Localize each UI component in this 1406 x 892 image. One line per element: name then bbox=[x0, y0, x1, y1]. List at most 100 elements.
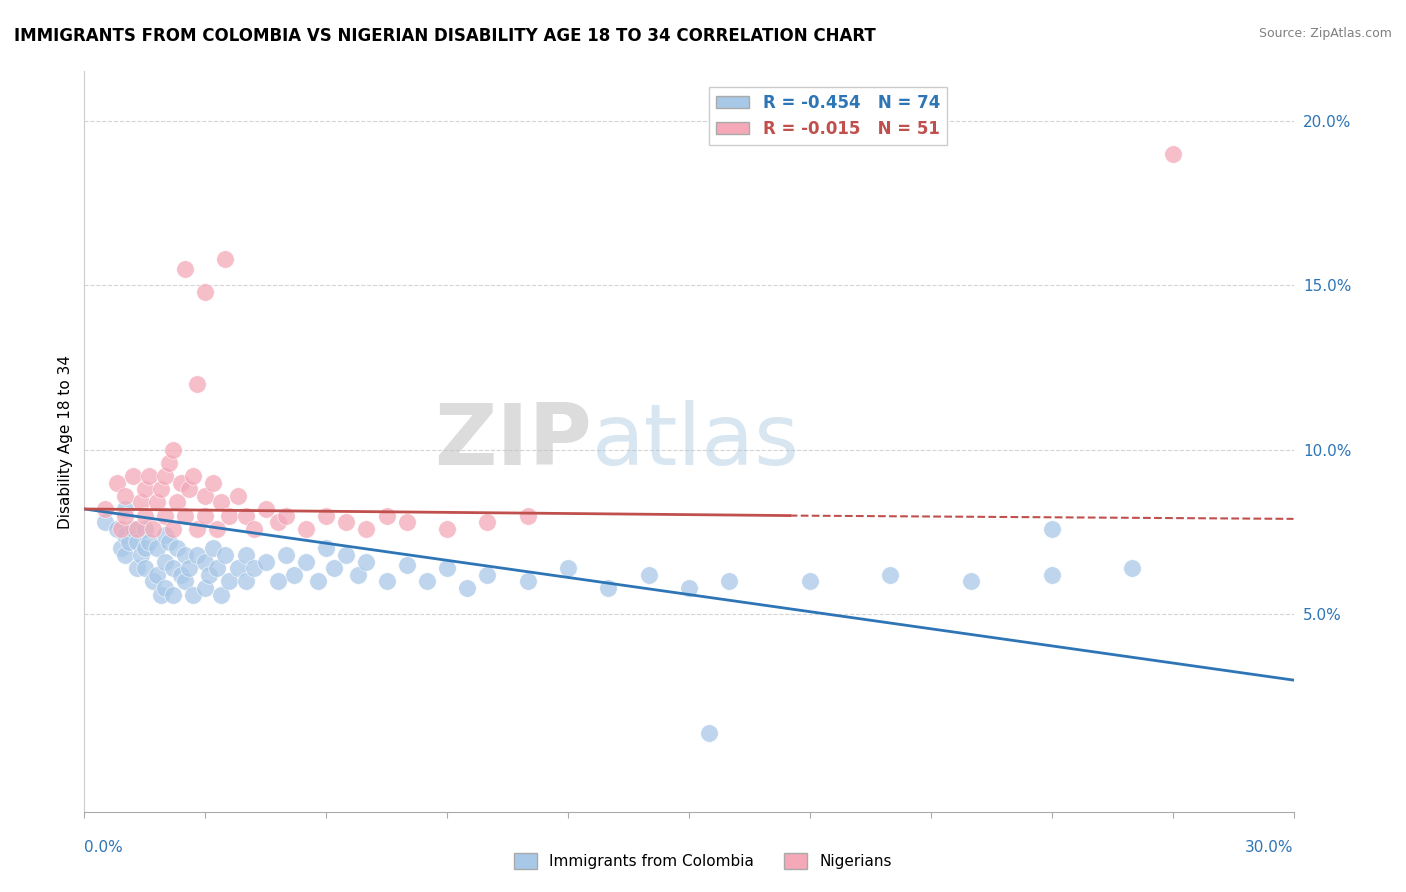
Point bbox=[356, 555, 378, 569]
Point bbox=[295, 522, 318, 536]
Point bbox=[202, 475, 225, 490]
Point bbox=[274, 508, 297, 523]
Point bbox=[207, 522, 229, 536]
Point bbox=[315, 508, 337, 523]
Text: ZIP: ZIP bbox=[434, 400, 592, 483]
Point bbox=[125, 535, 148, 549]
Point bbox=[142, 522, 165, 536]
Point bbox=[254, 555, 277, 569]
Point bbox=[194, 489, 217, 503]
Point bbox=[207, 561, 229, 575]
Text: IMMIGRANTS FROM COLOMBIA VS NIGERIAN DISABILITY AGE 18 TO 34 CORRELATION CHART: IMMIGRANTS FROM COLOMBIA VS NIGERIAN DIS… bbox=[14, 27, 876, 45]
Point bbox=[181, 588, 204, 602]
Point bbox=[162, 561, 184, 575]
Text: Source: ZipAtlas.com: Source: ZipAtlas.com bbox=[1258, 27, 1392, 40]
Point bbox=[235, 508, 257, 523]
Point bbox=[146, 541, 169, 556]
Point bbox=[356, 522, 378, 536]
Point bbox=[153, 508, 176, 523]
Point bbox=[186, 376, 208, 391]
Point bbox=[134, 482, 156, 496]
Point bbox=[516, 508, 538, 523]
Point bbox=[125, 522, 148, 536]
Point bbox=[315, 541, 337, 556]
Point bbox=[134, 561, 156, 575]
Point bbox=[678, 581, 700, 595]
Point bbox=[162, 522, 184, 536]
Point bbox=[395, 515, 418, 529]
Point bbox=[170, 475, 193, 490]
Point bbox=[170, 567, 193, 582]
Point bbox=[214, 252, 236, 266]
Point bbox=[1040, 567, 1063, 582]
Point bbox=[347, 567, 370, 582]
Point bbox=[335, 548, 357, 562]
Point bbox=[179, 482, 201, 496]
Point bbox=[114, 528, 136, 542]
Legend: Immigrants from Colombia, Nigerians: Immigrants from Colombia, Nigerians bbox=[508, 847, 898, 875]
Point bbox=[218, 508, 240, 523]
Point bbox=[114, 489, 136, 503]
Point bbox=[307, 574, 329, 589]
Point bbox=[194, 581, 217, 595]
Point bbox=[142, 574, 165, 589]
Point bbox=[93, 515, 115, 529]
Point bbox=[202, 541, 225, 556]
Point bbox=[1161, 146, 1184, 161]
Point bbox=[477, 515, 499, 529]
Point bbox=[174, 574, 197, 589]
Point bbox=[267, 515, 290, 529]
Point bbox=[174, 261, 197, 276]
Point bbox=[879, 567, 901, 582]
Point bbox=[105, 475, 128, 490]
Point bbox=[149, 588, 172, 602]
Point bbox=[198, 567, 221, 582]
Point bbox=[121, 469, 143, 483]
Point bbox=[209, 588, 232, 602]
Point bbox=[174, 508, 197, 523]
Text: atlas: atlas bbox=[592, 400, 800, 483]
Point bbox=[637, 567, 659, 582]
Point bbox=[267, 574, 290, 589]
Point bbox=[146, 495, 169, 509]
Point bbox=[295, 555, 318, 569]
Point bbox=[218, 574, 240, 589]
Point bbox=[174, 548, 197, 562]
Point bbox=[323, 561, 346, 575]
Point bbox=[93, 502, 115, 516]
Point bbox=[118, 535, 141, 549]
Legend: R = -0.454   N = 74, R = -0.015   N = 51: R = -0.454 N = 74, R = -0.015 N = 51 bbox=[709, 87, 946, 145]
Point bbox=[129, 548, 152, 562]
Point bbox=[114, 502, 136, 516]
Point bbox=[960, 574, 983, 589]
Point bbox=[416, 574, 439, 589]
Point bbox=[436, 561, 458, 575]
Point bbox=[129, 495, 152, 509]
Point bbox=[335, 515, 357, 529]
Point bbox=[181, 469, 204, 483]
Point bbox=[186, 522, 208, 536]
Point bbox=[283, 567, 305, 582]
Point bbox=[235, 548, 257, 562]
Point bbox=[477, 567, 499, 582]
Point bbox=[226, 561, 249, 575]
Point bbox=[395, 558, 418, 572]
Point bbox=[114, 508, 136, 523]
Point bbox=[242, 561, 264, 575]
Point bbox=[134, 508, 156, 523]
Point bbox=[697, 725, 720, 739]
Point bbox=[194, 555, 217, 569]
Point bbox=[375, 574, 398, 589]
Point bbox=[598, 581, 620, 595]
Y-axis label: Disability Age 18 to 34: Disability Age 18 to 34 bbox=[58, 354, 73, 529]
Point bbox=[242, 522, 264, 536]
Point bbox=[1040, 522, 1063, 536]
Point bbox=[146, 567, 169, 582]
Point bbox=[214, 548, 236, 562]
Point bbox=[138, 535, 160, 549]
Point bbox=[121, 522, 143, 536]
Point bbox=[557, 561, 579, 575]
Point bbox=[235, 574, 257, 589]
Point bbox=[110, 541, 132, 556]
Point bbox=[718, 574, 741, 589]
